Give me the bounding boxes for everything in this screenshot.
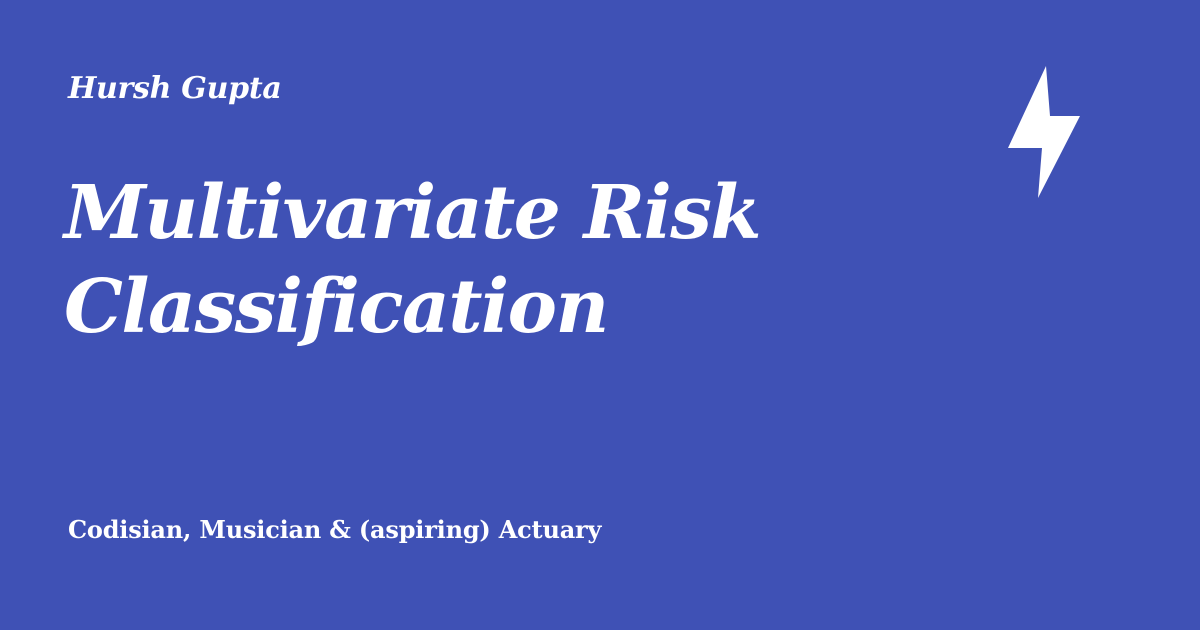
post-title: Multivariate Risk Classification (64, 170, 762, 350)
author-name: Hursh Gupta (68, 71, 282, 106)
author-tagline: Codisian, Musician & (aspiring) Actuary (68, 515, 602, 544)
lightning-bolt-icon (1006, 66, 1082, 198)
